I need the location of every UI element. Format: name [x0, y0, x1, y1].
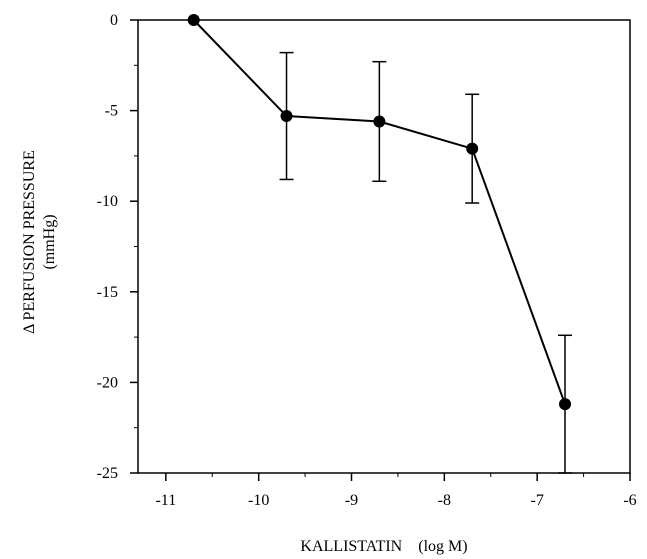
x-tick-label: -11	[155, 492, 176, 509]
data-point	[559, 398, 572, 411]
data-point	[373, 115, 386, 128]
data-point	[280, 110, 293, 123]
x-tick-label: -9	[345, 492, 358, 509]
x-tick-label: -7	[531, 492, 544, 509]
data-point	[466, 142, 479, 155]
error-bars	[279, 51, 573, 474]
y-tick-label: -25	[97, 465, 118, 482]
x-tick-label: -10	[248, 492, 269, 509]
plot-frame	[137, 19, 631, 474]
y-axis-title-line2: (mmHg)	[41, 214, 58, 269]
y-tick-label: -15	[97, 284, 118, 301]
data-points	[187, 14, 572, 411]
y-tick-label: -20	[97, 374, 118, 391]
y-axis-ticks: 0 -5 -10 -15 -20 -25	[97, 12, 138, 482]
y-tick-label: 0	[110, 12, 118, 29]
y-axis-title-line1: Δ PERFUSION PRESSURE	[21, 150, 38, 334]
y-tick-label: -5	[105, 103, 118, 120]
data-point	[187, 14, 200, 26]
x-tick-label: -6	[623, 492, 636, 509]
x-axis-ticks: -11 -10 -9 -8 -7 -6	[155, 473, 637, 509]
x-tick-label: -8	[438, 492, 451, 509]
x-axis-title: KALLISTATIN (log M)	[300, 538, 467, 555]
y-tick-label: -10	[97, 193, 118, 210]
